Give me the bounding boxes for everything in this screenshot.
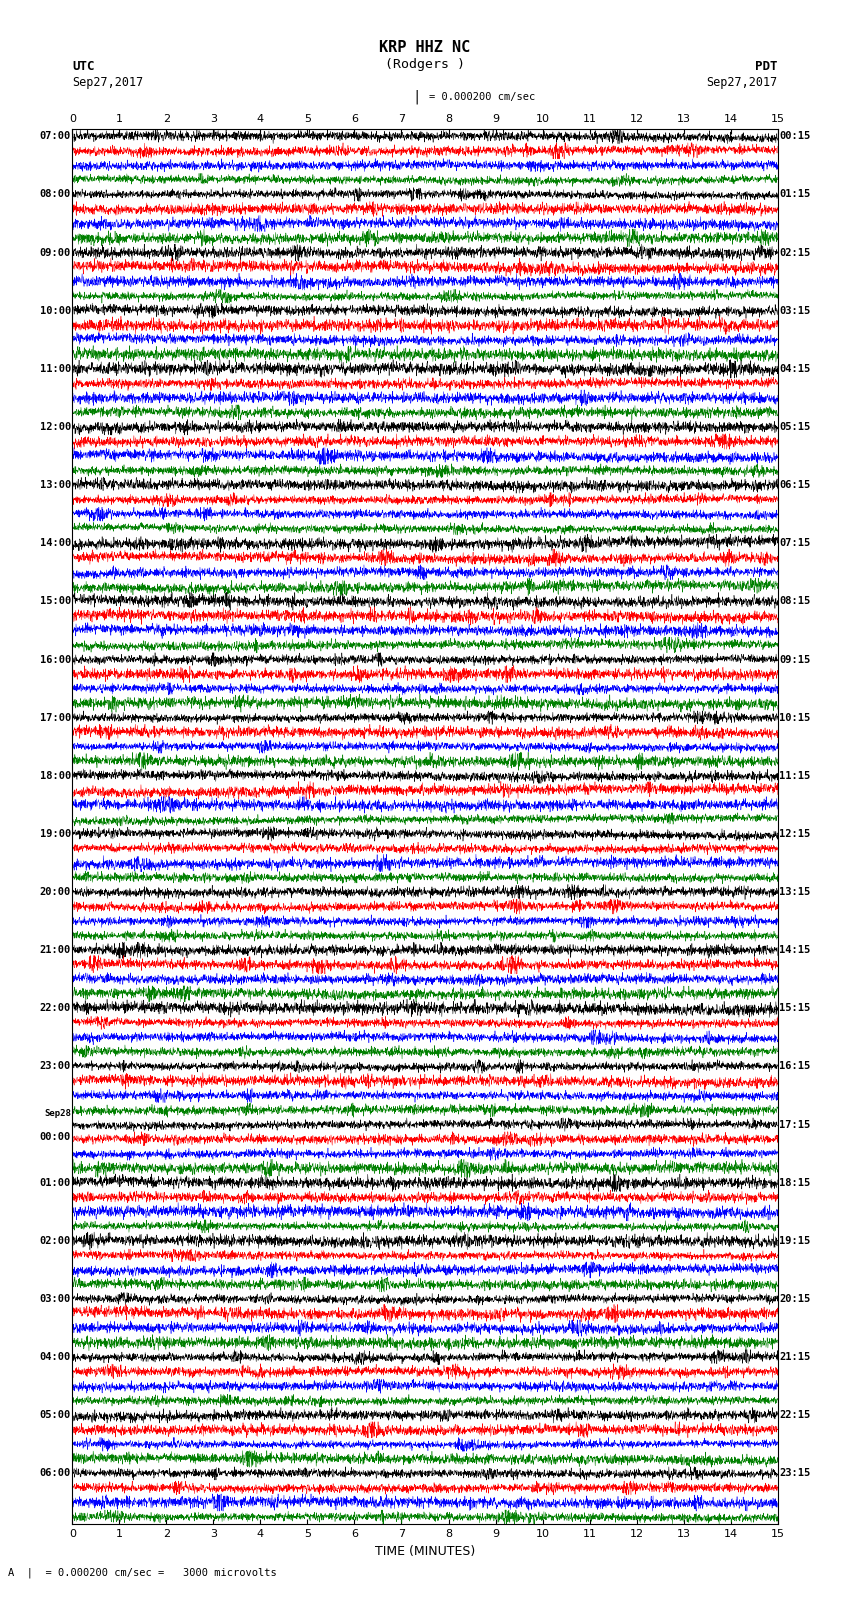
Text: 11:15: 11:15: [779, 771, 810, 781]
Text: 22:00: 22:00: [40, 1003, 71, 1013]
Text: 20:15: 20:15: [779, 1294, 810, 1303]
Text: 13:00: 13:00: [40, 481, 71, 490]
Text: 19:00: 19:00: [40, 829, 71, 839]
Text: 18:00: 18:00: [40, 771, 71, 781]
Text: 16:00: 16:00: [40, 655, 71, 665]
Text: 17:15: 17:15: [779, 1119, 810, 1129]
Text: 12:15: 12:15: [779, 829, 810, 839]
Text: 09:15: 09:15: [779, 655, 810, 665]
Text: 15:15: 15:15: [779, 1003, 810, 1013]
Text: 12:00: 12:00: [40, 423, 71, 432]
Text: 03:00: 03:00: [40, 1294, 71, 1303]
Text: 02:00: 02:00: [40, 1236, 71, 1245]
Text: 16:15: 16:15: [779, 1061, 810, 1071]
Text: 17:00: 17:00: [40, 713, 71, 723]
Text: UTC: UTC: [72, 60, 94, 73]
Text: 21:15: 21:15: [779, 1352, 810, 1361]
Text: 20:00: 20:00: [40, 887, 71, 897]
Text: 21:00: 21:00: [40, 945, 71, 955]
Text: PDT: PDT: [756, 60, 778, 73]
Text: 07:15: 07:15: [779, 539, 810, 548]
Text: 05:15: 05:15: [779, 423, 810, 432]
Text: KRP HHZ NC: KRP HHZ NC: [379, 40, 471, 55]
Text: 01:15: 01:15: [779, 189, 810, 200]
Text: 10:15: 10:15: [779, 713, 810, 723]
Text: 10:00: 10:00: [40, 306, 71, 316]
Text: |: |: [412, 90, 421, 103]
Text: 14:00: 14:00: [40, 539, 71, 548]
Text: 23:00: 23:00: [40, 1061, 71, 1071]
Text: 05:00: 05:00: [40, 1410, 71, 1421]
Text: 06:00: 06:00: [40, 1468, 71, 1479]
Text: A  |  = 0.000200 cm/sec =   3000 microvolts: A | = 0.000200 cm/sec = 3000 microvolts: [8, 1568, 277, 1578]
Text: 23:15: 23:15: [779, 1468, 810, 1479]
Text: 19:15: 19:15: [779, 1236, 810, 1245]
Text: Sep28: Sep28: [44, 1108, 71, 1118]
Text: 04:15: 04:15: [779, 365, 810, 374]
Text: 15:00: 15:00: [40, 597, 71, 606]
Text: 14:15: 14:15: [779, 945, 810, 955]
Text: 08:00: 08:00: [40, 189, 71, 200]
Text: 07:00: 07:00: [40, 131, 71, 142]
Text: (Rodgers ): (Rodgers ): [385, 58, 465, 71]
Text: = 0.000200 cm/sec: = 0.000200 cm/sec: [429, 92, 536, 102]
Text: 13:15: 13:15: [779, 887, 810, 897]
Text: 22:15: 22:15: [779, 1410, 810, 1421]
X-axis label: TIME (MINUTES): TIME (MINUTES): [375, 1545, 475, 1558]
Text: 00:00: 00:00: [40, 1132, 71, 1142]
Text: 09:00: 09:00: [40, 247, 71, 258]
Text: 06:15: 06:15: [779, 481, 810, 490]
Text: Sep27,2017: Sep27,2017: [706, 76, 778, 89]
Text: 01:00: 01:00: [40, 1177, 71, 1187]
Text: 02:15: 02:15: [779, 247, 810, 258]
Text: 18:15: 18:15: [779, 1177, 810, 1187]
Text: 11:00: 11:00: [40, 365, 71, 374]
Text: 03:15: 03:15: [779, 306, 810, 316]
Text: 08:15: 08:15: [779, 597, 810, 606]
Text: 00:15: 00:15: [779, 131, 810, 142]
Text: 04:00: 04:00: [40, 1352, 71, 1361]
Text: Sep27,2017: Sep27,2017: [72, 76, 144, 89]
